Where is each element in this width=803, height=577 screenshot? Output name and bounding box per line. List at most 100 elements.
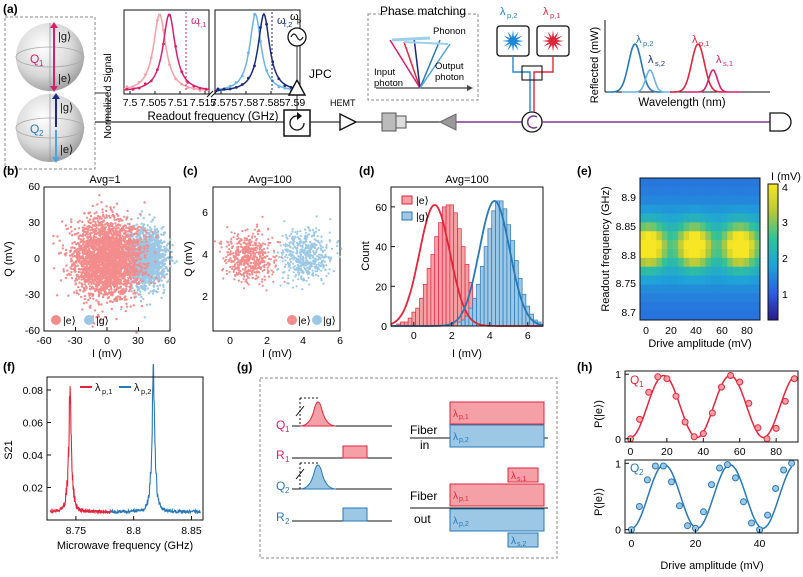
- scatter-point-e: [145, 244, 148, 247]
- panel-label-b: (b): [3, 164, 18, 178]
- spec-tick: 7.51: [168, 97, 189, 109]
- scatter-point-e: [101, 280, 104, 284]
- scatter-point-e: [118, 268, 121, 271]
- scatter-point-e: [93, 230, 96, 233]
- scatter-point-g: [156, 252, 159, 255]
- scatter-point-e: [143, 245, 146, 248]
- omega-r2-sub: r,2: [284, 20, 292, 29]
- scatter-point-e: [132, 277, 136, 280]
- scatter-point-g: [340, 247, 343, 250]
- scatter-point-e: [83, 212, 86, 215]
- scatter-point-g: [149, 252, 152, 255]
- scatter-point-g: [166, 257, 169, 260]
- scatter-point-e: [90, 272, 93, 275]
- scatter-point-e: [87, 275, 91, 278]
- scatter-point-e: [86, 236, 89, 239]
- scatter-point-e: [137, 246, 140, 249]
- scatter-point-e: [80, 267, 83, 271]
- scatter-point-e: [137, 273, 140, 276]
- scatter-point-e: [85, 244, 88, 247]
- scatter-point-e: [104, 230, 107, 233]
- scatter-point-e: [109, 216, 112, 219]
- scatter-point-e: [111, 267, 114, 271]
- scatter-point-e: [109, 229, 112, 233]
- scatter-point-e: [263, 268, 266, 272]
- scatter-point-e: [120, 229, 123, 233]
- scatter-point-e: [87, 241, 90, 245]
- scatter-point-e: [218, 242, 221, 245]
- scatter-point-g: [291, 228, 294, 231]
- scatter-point-g: [148, 229, 152, 232]
- scatter-point-g: [152, 238, 156, 242]
- spectrum-point: [125, 85, 129, 88]
- scatter-point-e: [100, 278, 104, 281]
- scatter-point-e: [129, 305, 132, 308]
- scatter-point-e: [121, 219, 124, 222]
- scatter-point-e: [73, 240, 77, 244]
- scatter-point-e: [96, 231, 100, 235]
- scatter-point-e: [83, 272, 87, 276]
- scatter-point-g: [136, 217, 140, 220]
- scatter-point-e: [105, 233, 109, 236]
- scatter-point-g: [305, 256, 308, 259]
- scatter-point-e: [103, 266, 107, 269]
- scatter-point-e: [102, 295, 105, 299]
- scatter-point-e: [86, 225, 89, 228]
- scatter-point-e: [108, 300, 112, 303]
- scatter-point-e: [117, 247, 120, 251]
- b-legend-e: |e⟩: [63, 315, 76, 327]
- scatter-point-g: [286, 256, 289, 259]
- scatter-point-e: [89, 288, 92, 291]
- scatter-point-e: [133, 258, 136, 262]
- scatter-point-g: [143, 285, 146, 288]
- scatter-point-e: [235, 267, 238, 270]
- legend-e-marker: [51, 315, 61, 325]
- scatter-point-e: [123, 298, 127, 301]
- scatter-point-e: [229, 266, 232, 269]
- scatter-point-g: [162, 291, 166, 294]
- scatter-point-e: [92, 252, 95, 255]
- scatter-point-e: [129, 257, 132, 260]
- scatter-point-g: [151, 242, 154, 245]
- scatter-point-g: [156, 229, 160, 233]
- scatter-point-e: [108, 272, 111, 275]
- scatter-point-e: [106, 268, 109, 271]
- scatter-point-g: [320, 279, 323, 282]
- scatter-point-e: [65, 227, 69, 231]
- scatter-point-e: [95, 211, 98, 214]
- scatter-point-e: [272, 270, 275, 274]
- scatter-point-e: [89, 233, 92, 237]
- scatter-point-g: [148, 250, 151, 253]
- scatter-point-e: [57, 252, 61, 255]
- scatter-point-g: [303, 248, 306, 251]
- scatter-point-g: [170, 250, 173, 254]
- q1-ket-e: |e⟩: [58, 73, 71, 85]
- scatter-point-g: [161, 275, 164, 278]
- scatter-point-g: [283, 255, 287, 258]
- spec-tick: 7.5: [123, 97, 138, 109]
- scatter-point-e: [119, 286, 122, 289]
- scatter-point-e: [80, 285, 84, 288]
- scatter-point-g: [303, 228, 307, 231]
- scatter-point-e: [87, 247, 91, 251]
- scatter-point-e: [93, 245, 96, 248]
- scatter-point-e: [56, 235, 59, 238]
- scatter-point-e: [123, 232, 126, 235]
- scatter-point-g: [156, 255, 159, 258]
- scatter-point-e: [273, 259, 276, 262]
- scatter-point-e: [137, 281, 141, 284]
- scatter-point-e: [225, 272, 228, 276]
- scatter-point-g: [140, 210, 144, 213]
- scatter-point-g: [292, 279, 295, 282]
- scatter-point-e: [111, 259, 114, 263]
- scatter-point-e: [90, 243, 93, 247]
- scatter-point-e: [138, 270, 141, 274]
- scatter-point-e: [260, 280, 264, 283]
- scatter-point-e: [100, 233, 103, 236]
- scatter-point-g: [161, 241, 164, 245]
- scatter-point-e: [91, 286, 94, 289]
- scatter-point-e: [131, 225, 135, 228]
- scatter-point-e: [89, 241, 93, 244]
- scatter-point-e: [126, 252, 129, 255]
